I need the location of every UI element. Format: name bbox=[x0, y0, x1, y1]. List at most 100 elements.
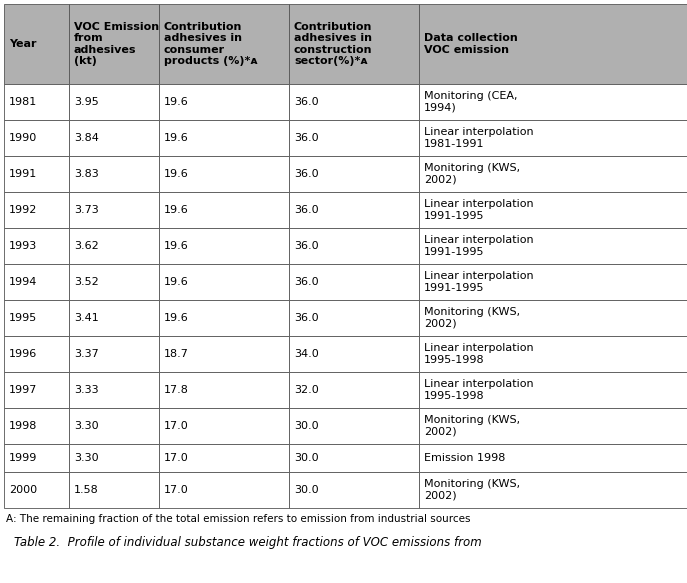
Bar bbox=[159, 408, 289, 444]
Bar bbox=[4, 336, 69, 372]
Text: 36.0: 36.0 bbox=[294, 97, 319, 107]
Text: 1981: 1981 bbox=[9, 97, 37, 107]
Bar bbox=[289, 228, 419, 264]
Bar bbox=[69, 408, 159, 444]
Bar bbox=[289, 472, 419, 508]
Bar bbox=[4, 300, 69, 336]
Bar bbox=[159, 300, 289, 336]
Text: Linear interpolation
1991-1995: Linear interpolation 1991-1995 bbox=[424, 199, 534, 221]
Text: 1996: 1996 bbox=[9, 349, 37, 359]
Bar bbox=[419, 372, 687, 408]
Bar bbox=[159, 444, 289, 472]
Bar bbox=[4, 84, 69, 120]
Text: 3.62: 3.62 bbox=[74, 241, 99, 251]
Bar bbox=[289, 336, 419, 372]
Bar bbox=[69, 300, 159, 336]
Text: Contribution
adhesives in
construction
sector(%)*ᴀ: Contribution adhesives in construction s… bbox=[294, 22, 372, 66]
Text: 3.84: 3.84 bbox=[74, 133, 99, 143]
Bar bbox=[69, 264, 159, 300]
Text: 1.58: 1.58 bbox=[74, 485, 99, 495]
Bar bbox=[159, 228, 289, 264]
Text: 36.0: 36.0 bbox=[294, 313, 319, 323]
Bar bbox=[159, 84, 289, 120]
Text: 1991: 1991 bbox=[9, 169, 37, 179]
Text: 36.0: 36.0 bbox=[294, 241, 319, 251]
Text: 19.6: 19.6 bbox=[164, 169, 189, 179]
Text: 1999: 1999 bbox=[9, 453, 37, 463]
Text: 36.0: 36.0 bbox=[294, 169, 319, 179]
Bar bbox=[4, 408, 69, 444]
Text: Linear interpolation
1995-1998: Linear interpolation 1995-1998 bbox=[424, 343, 534, 365]
Text: Linear interpolation
1995-1998: Linear interpolation 1995-1998 bbox=[424, 379, 534, 401]
Bar bbox=[69, 156, 159, 192]
Bar bbox=[289, 300, 419, 336]
Text: 34.0: 34.0 bbox=[294, 349, 319, 359]
Text: 17.8: 17.8 bbox=[164, 385, 189, 395]
Bar bbox=[419, 192, 687, 228]
Bar bbox=[69, 192, 159, 228]
Text: 3.30: 3.30 bbox=[74, 421, 99, 431]
Bar bbox=[159, 4, 289, 84]
Text: A: The remaining fraction of the total emission refers to emission from industri: A: The remaining fraction of the total e… bbox=[6, 514, 471, 524]
Bar bbox=[419, 300, 687, 336]
Bar bbox=[419, 264, 687, 300]
Text: 1995: 1995 bbox=[9, 313, 37, 323]
Bar bbox=[419, 336, 687, 372]
Bar bbox=[159, 372, 289, 408]
Text: 19.6: 19.6 bbox=[164, 313, 189, 323]
Bar bbox=[419, 156, 687, 192]
Bar bbox=[419, 408, 687, 444]
Bar bbox=[4, 372, 69, 408]
Text: 3.73: 3.73 bbox=[74, 205, 99, 215]
Bar bbox=[159, 192, 289, 228]
Bar bbox=[69, 472, 159, 508]
Bar bbox=[4, 228, 69, 264]
Text: 18.7: 18.7 bbox=[164, 349, 189, 359]
Text: 2000: 2000 bbox=[9, 485, 37, 495]
Text: 3.95: 3.95 bbox=[74, 97, 99, 107]
Text: Linear interpolation
1991-1995: Linear interpolation 1991-1995 bbox=[424, 235, 534, 257]
Bar bbox=[4, 156, 69, 192]
Bar bbox=[69, 228, 159, 264]
Text: 19.6: 19.6 bbox=[164, 277, 189, 287]
Text: Monitoring (KWS,
2002): Monitoring (KWS, 2002) bbox=[424, 307, 520, 329]
Bar bbox=[4, 120, 69, 156]
Bar bbox=[419, 472, 687, 508]
Text: 36.0: 36.0 bbox=[294, 133, 319, 143]
Bar bbox=[289, 84, 419, 120]
Text: 3.33: 3.33 bbox=[74, 385, 99, 395]
Text: 19.6: 19.6 bbox=[164, 97, 189, 107]
Text: Monitoring (KWS,
2002): Monitoring (KWS, 2002) bbox=[424, 163, 520, 185]
Bar bbox=[289, 4, 419, 84]
Bar bbox=[289, 372, 419, 408]
Bar bbox=[289, 264, 419, 300]
Bar bbox=[4, 444, 69, 472]
Bar bbox=[419, 228, 687, 264]
Text: VOC Emission
from
adhesives
(kt): VOC Emission from adhesives (kt) bbox=[74, 22, 159, 66]
Bar bbox=[69, 120, 159, 156]
Text: 19.6: 19.6 bbox=[164, 133, 189, 143]
Text: Linear interpolation
1991-1995: Linear interpolation 1991-1995 bbox=[424, 271, 534, 293]
Text: Emission 1998: Emission 1998 bbox=[424, 453, 506, 463]
Text: Table 2.  Profile of individual substance weight fractions of VOC emissions from: Table 2. Profile of individual substance… bbox=[14, 536, 482, 549]
Bar bbox=[4, 264, 69, 300]
Text: Year: Year bbox=[9, 39, 36, 49]
Text: Monitoring (KWS,
2002): Monitoring (KWS, 2002) bbox=[424, 479, 520, 501]
Text: 30.0: 30.0 bbox=[294, 453, 319, 463]
Text: 3.30: 3.30 bbox=[74, 453, 99, 463]
Text: Monitoring (CEA,
1994): Monitoring (CEA, 1994) bbox=[424, 91, 517, 113]
Bar bbox=[289, 192, 419, 228]
Text: Linear interpolation
1981-1991: Linear interpolation 1981-1991 bbox=[424, 127, 534, 149]
Bar bbox=[289, 120, 419, 156]
Bar bbox=[289, 444, 419, 472]
Text: 1998: 1998 bbox=[9, 421, 37, 431]
Text: 17.0: 17.0 bbox=[164, 453, 189, 463]
Bar bbox=[69, 444, 159, 472]
Text: 30.0: 30.0 bbox=[294, 485, 319, 495]
Bar bbox=[289, 408, 419, 444]
Text: 1992: 1992 bbox=[9, 205, 37, 215]
Text: Data collection
VOC emission: Data collection VOC emission bbox=[424, 33, 518, 55]
Bar bbox=[159, 120, 289, 156]
Bar bbox=[159, 156, 289, 192]
Bar bbox=[419, 4, 687, 84]
